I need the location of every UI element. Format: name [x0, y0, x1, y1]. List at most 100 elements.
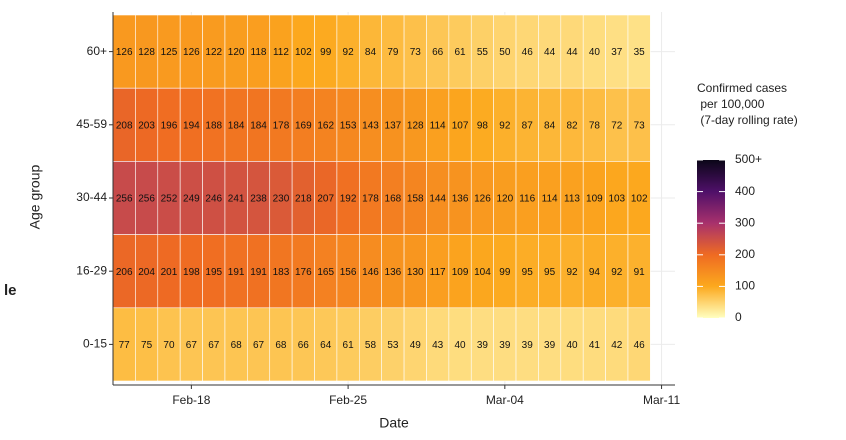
- cell-label: 99: [320, 47, 332, 58]
- cell-label: 112: [273, 47, 289, 58]
- cell-label: 256: [116, 194, 133, 205]
- cell-label: 126: [474, 194, 491, 205]
- cell-label: 256: [138, 194, 155, 205]
- cell-label: 230: [273, 194, 290, 205]
- cell-label: 78: [589, 120, 601, 131]
- cell-label: 53: [387, 340, 399, 351]
- cell-label: 196: [161, 120, 178, 131]
- cell-label: 92: [499, 120, 511, 131]
- cell-label: 44: [566, 47, 578, 58]
- cell-label: 126: [116, 47, 133, 58]
- cell-label: 102: [295, 47, 312, 58]
- cell-label: 169: [295, 120, 312, 131]
- cell-label: 92: [343, 47, 355, 58]
- cell-label: 39: [499, 340, 511, 351]
- cell-label: 183: [273, 267, 290, 278]
- colorbar-label: 200: [735, 247, 755, 261]
- cell-label: 191: [250, 267, 267, 278]
- y-tick-label: 30-44: [76, 190, 107, 204]
- colorbar-label: 0: [735, 310, 742, 324]
- cell-label: 84: [365, 47, 377, 58]
- cell-label: 207: [317, 194, 334, 205]
- cell-label: 120: [228, 47, 245, 58]
- cell-label: 117: [430, 267, 446, 278]
- cell-label: 241: [228, 194, 245, 205]
- cell-label: 113: [564, 194, 580, 205]
- cell-label: 39: [544, 340, 556, 351]
- legend-title: Confirmed cases: [697, 81, 787, 95]
- heat-cell: [627, 307, 651, 382]
- cell-label: 252: [161, 194, 178, 205]
- cell-label: 178: [273, 120, 290, 131]
- cell-label: 114: [542, 194, 558, 205]
- cell-label: 191: [228, 267, 245, 278]
- cell-label: 68: [231, 340, 243, 351]
- cell-label: 109: [586, 194, 603, 205]
- cell-label: 39: [522, 340, 534, 351]
- cell-label: 162: [317, 120, 334, 131]
- cell-label: 82: [566, 120, 578, 131]
- cell-label: 35: [634, 47, 646, 58]
- cell-label: 168: [385, 194, 402, 205]
- cell-label: 188: [205, 120, 222, 131]
- y-axis-title: Age group: [27, 164, 43, 229]
- cell-label: 43: [432, 340, 444, 351]
- cell-label: 40: [589, 47, 601, 58]
- y-tick-label: 0-15: [83, 337, 107, 351]
- cell-label: 109: [452, 267, 469, 278]
- cell-label: 75: [141, 340, 153, 351]
- cell-label: 249: [183, 194, 200, 205]
- cell-label: 122: [205, 47, 222, 58]
- cell-label: 87: [522, 120, 534, 131]
- clipped-title: le: [4, 282, 17, 299]
- cell-label: 184: [228, 120, 245, 131]
- colorbar-label: 500+: [735, 152, 762, 166]
- y-tick-label: 60+: [87, 44, 107, 58]
- cell-label: 73: [634, 120, 646, 131]
- cell-label: 50: [499, 47, 511, 58]
- cell-label: 195: [205, 267, 222, 278]
- cell-label: 98: [477, 120, 489, 131]
- colorbar-label: 100: [735, 279, 755, 293]
- cell-label: 153: [340, 120, 357, 131]
- cell-label: 103: [608, 194, 625, 205]
- x-axis-title: Date: [379, 415, 409, 431]
- cell-label: 136: [452, 194, 469, 205]
- cell-label: 156: [340, 267, 357, 278]
- cell-label: 246: [205, 194, 222, 205]
- cell-label: 41: [589, 340, 601, 351]
- cell-label: 126: [183, 47, 200, 58]
- y-tick-label: 45-59: [76, 117, 107, 131]
- cell-label: 40: [454, 340, 466, 351]
- x-tick-label: Mar-04: [486, 393, 524, 407]
- cell-label: 104: [474, 267, 491, 278]
- colorbar: [697, 160, 725, 318]
- cell-label: 201: [161, 267, 178, 278]
- cell-label: 58: [365, 340, 377, 351]
- x-tick-label: Feb-18: [172, 393, 210, 407]
- cell-label: 158: [407, 194, 424, 205]
- cell-label: 66: [298, 340, 310, 351]
- cell-label: 95: [544, 267, 556, 278]
- legend-title: (7-day rolling rate): [697, 113, 798, 127]
- cell-label: 204: [138, 267, 155, 278]
- cell-label: 136: [385, 267, 402, 278]
- cell-label: 40: [566, 340, 578, 351]
- cell-label: 92: [611, 267, 623, 278]
- cell-label: 67: [186, 340, 198, 351]
- cell-label: 46: [522, 47, 534, 58]
- cell-label: 114: [430, 120, 446, 131]
- cell-label: 184: [250, 120, 267, 131]
- cell-label: 55: [477, 47, 489, 58]
- cell-label: 72: [611, 120, 623, 131]
- x-tick-label: Feb-25: [329, 393, 367, 407]
- cell-label: 92: [566, 267, 578, 278]
- cell-label: 130: [407, 267, 424, 278]
- cell-label: 144: [429, 194, 446, 205]
- cell-label: 84: [544, 120, 556, 131]
- cell-label: 79: [387, 47, 399, 58]
- cell-label: 61: [343, 340, 355, 351]
- cell-label: 198: [183, 267, 200, 278]
- cell-label: 91: [634, 267, 646, 278]
